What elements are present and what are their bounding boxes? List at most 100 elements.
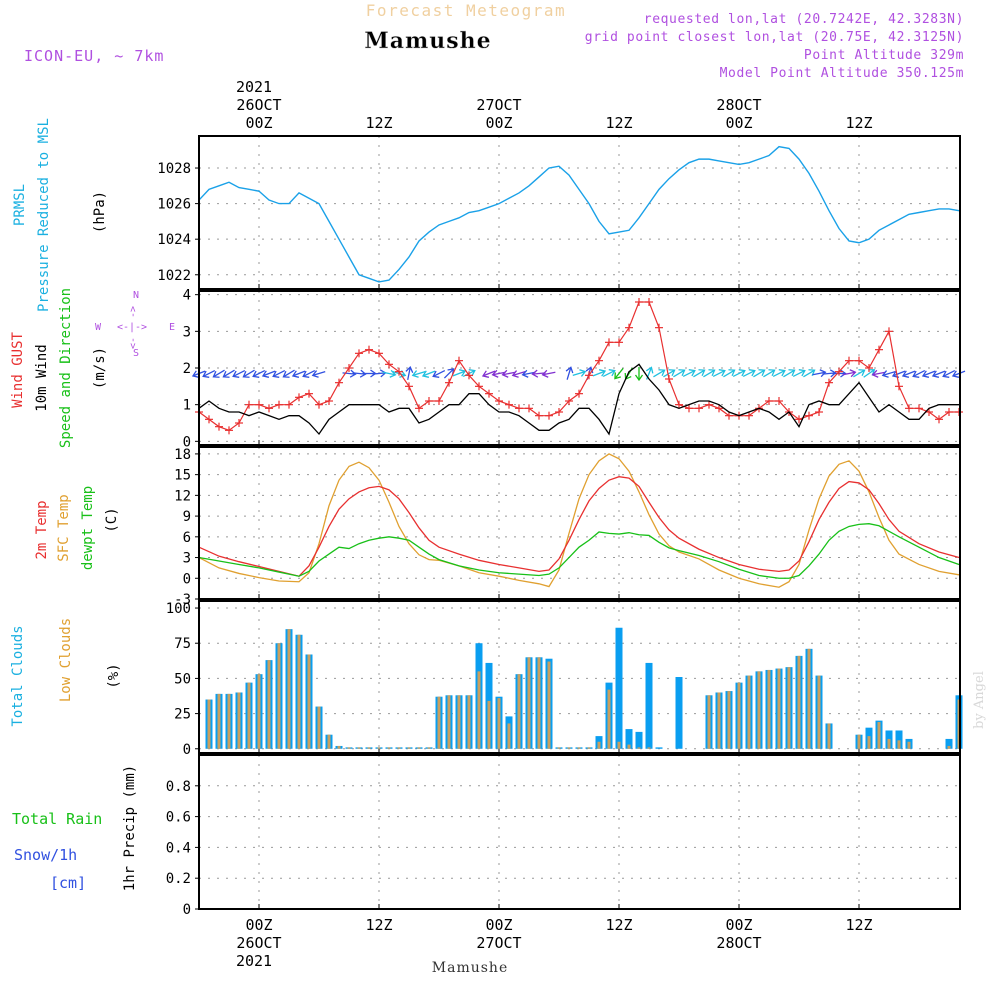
low-cloud-bar: [577, 747, 581, 749]
forecast-title: Forecast Meteogram: [366, 1, 566, 20]
gust-point: [585, 371, 593, 380]
svg-text:->: ->: [128, 306, 139, 318]
low-cloud-bar: [597, 741, 601, 749]
gust-point: [355, 349, 363, 358]
y-tick-label: 1026: [157, 197, 191, 213]
model-altitude: Model Point Altitude 350.125m: [720, 66, 964, 81]
y-tick-label: 1: [183, 398, 191, 414]
gust-point: [465, 371, 473, 380]
gust-point: [295, 393, 303, 402]
gust-point: [505, 400, 513, 409]
wind-arrow: [912, 370, 926, 378]
wind-arrow: [302, 370, 316, 378]
y-tick-label: 4: [183, 288, 191, 304]
gust-point: [945, 408, 953, 416]
y-tick-label: 0.2: [166, 871, 191, 887]
gust-point: [405, 382, 413, 391]
gust-point: [655, 323, 663, 332]
wind-arrow: [511, 370, 526, 378]
label-percent: (%): [106, 663, 122, 688]
label-10m-wind: 10m Wind: [34, 344, 50, 411]
low-cloud-bar: [777, 668, 781, 749]
bottom-date-label: 26OCT: [236, 934, 281, 952]
gust-point: [595, 356, 603, 365]
bottom-time-label: 12Z: [605, 916, 632, 934]
y-tick-label: 1028: [157, 161, 191, 177]
wind-arrow: [452, 369, 467, 377]
wind-arrow: [712, 369, 726, 377]
gust-point: [665, 375, 673, 383]
wind-arrow: [871, 369, 886, 378]
wind-arrow: [921, 370, 936, 378]
low-cloud-bar: [347, 747, 351, 749]
wind-arrow: [491, 369, 506, 378]
y-tick-label: 0: [183, 571, 191, 587]
low-cloud-bar: [467, 695, 471, 749]
wind-arrow: [853, 369, 866, 378]
gust-point: [435, 397, 443, 405]
low-cloud-bar: [717, 692, 721, 749]
low-cloud-bar: [907, 741, 911, 749]
wind-arrow: [282, 369, 295, 378]
wind-arrow: [703, 369, 716, 378]
precip-panel: 0 0.2 0.4 0.6 0.8: [166, 754, 961, 918]
wind-arrow: [481, 370, 496, 378]
wind-arrow: [783, 369, 796, 378]
y-tick-label: 9: [183, 509, 191, 525]
gust-point: [575, 389, 583, 398]
wind-arrow: [634, 367, 644, 382]
wind-arrow: [663, 369, 676, 378]
requested-point: requested lon,lat (20.7242E, 42.3283N): [644, 12, 964, 27]
gust-point: [495, 397, 503, 405]
low-cloud-bar: [537, 657, 541, 749]
low-cloud-bar: [257, 674, 261, 749]
bottom-time-label: 00Z: [725, 916, 752, 934]
low-cloud-bar: [317, 706, 321, 749]
2m-temp-line: [198, 476, 960, 577]
gust-point: [285, 400, 293, 409]
low-cloud-bar: [327, 734, 331, 749]
y-tick-label: 3: [183, 324, 191, 340]
wind-arrow: [901, 370, 916, 378]
wind-arrow: [803, 369, 816, 378]
top-date-label: 27OCT: [476, 96, 521, 114]
low-cloud-bar: [247, 682, 251, 749]
low-cloud-bar: [727, 691, 731, 749]
gust-point: [845, 356, 853, 365]
gust-point: [885, 327, 893, 336]
gust-point: [205, 415, 213, 424]
top-time-label: 12Z: [605, 114, 632, 132]
gust-point: [325, 397, 333, 405]
low-cloud-bar: [947, 745, 951, 749]
side-labels: PRMSL Pressure Reduced to MSL (hPa) Wind…: [10, 118, 175, 892]
top-time-label: 00Z: [245, 114, 272, 132]
bottom-time-label: 00Z: [485, 916, 512, 934]
total-cloud-bar: [655, 747, 663, 749]
footer-location: Mamushe: [432, 960, 508, 976]
label-snow: Snow/1h: [14, 846, 77, 864]
total-cloud-bar: [645, 662, 653, 749]
label-2m-temp: 2m Temp: [34, 500, 50, 559]
low-cloud-bar: [337, 745, 341, 749]
label-prmsl: PRMSL: [12, 184, 28, 226]
low-cloud-bar: [877, 722, 881, 749]
label-sfc-temp: SFC Temp: [56, 494, 72, 561]
y-tick-label: 50: [174, 671, 191, 687]
gust-point: [685, 404, 693, 413]
wind-arrow: [653, 369, 666, 378]
top-year: 2021: [236, 78, 272, 96]
y-tick-label: -3: [174, 592, 191, 608]
wind-arrow: [592, 369, 607, 377]
low-cloud-bar: [427, 747, 431, 749]
label-pressure-msl: Pressure Reduced to MSL: [36, 118, 52, 312]
low-cloud-bar: [807, 648, 811, 749]
low-cloud-bar: [607, 689, 611, 749]
svg-text:E: E: [169, 322, 175, 333]
label-ms: (m/s): [92, 347, 108, 389]
low-cloud-bar: [557, 747, 561, 749]
gust-point: [265, 404, 273, 413]
wind-arrow: [272, 370, 286, 378]
low-cloud-bar: [457, 695, 461, 749]
gust-point: [335, 378, 343, 387]
